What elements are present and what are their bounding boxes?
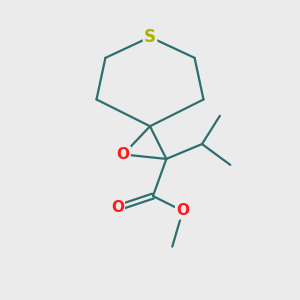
Text: O: O [117, 147, 130, 162]
Text: O: O [176, 203, 189, 218]
Text: O: O [111, 200, 124, 215]
Text: S: S [144, 28, 156, 46]
